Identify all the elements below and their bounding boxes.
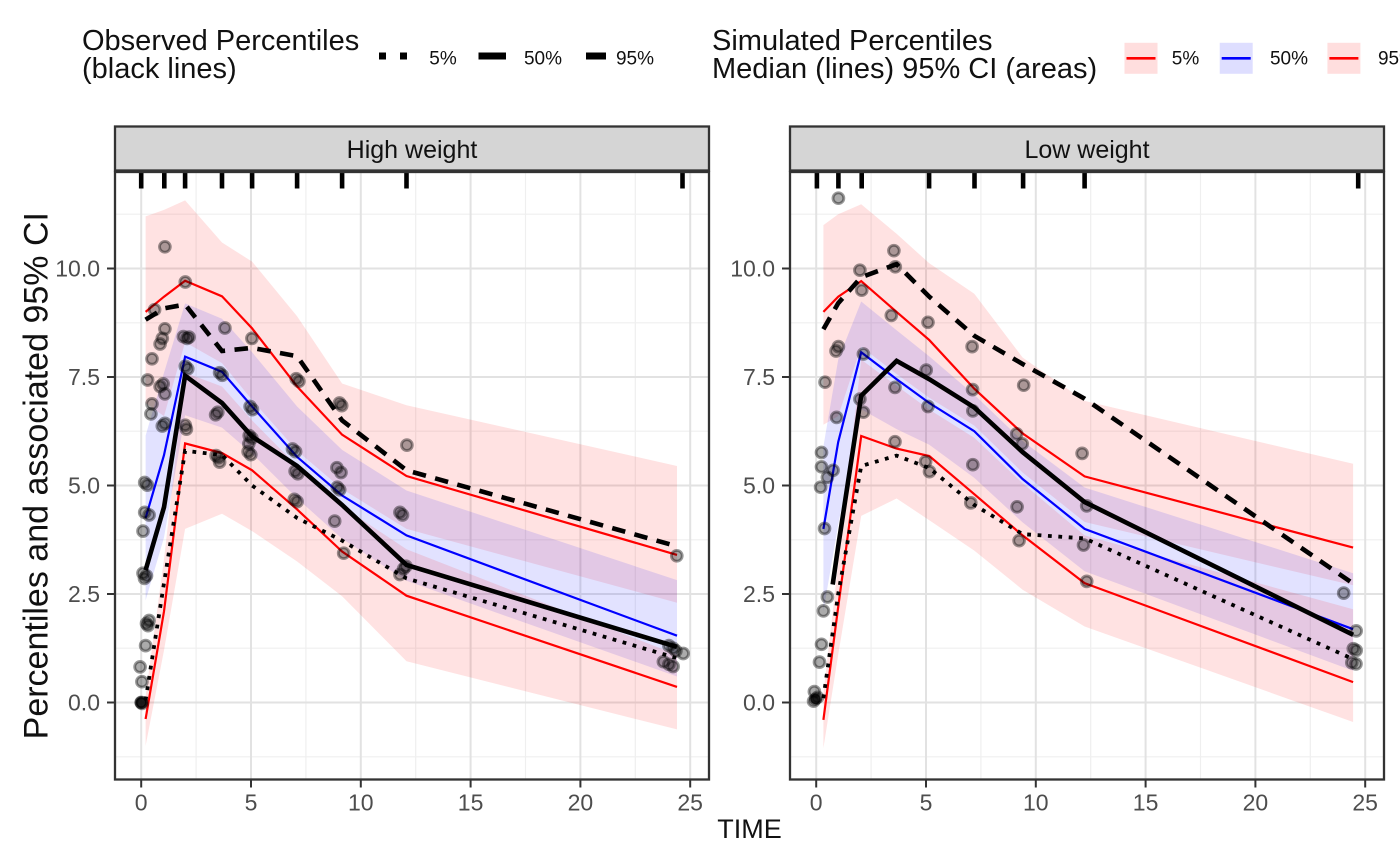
svg-text:5.0: 5.0 [743,473,775,499]
svg-text:10.0: 10.0 [730,256,775,282]
svg-text:0: 0 [810,790,823,816]
svg-text:15: 15 [1133,790,1159,816]
svg-text:5.0: 5.0 [68,473,100,499]
svg-text:0.0: 0.0 [743,690,775,716]
svg-text:(black lines): (black lines) [82,53,237,85]
svg-text:10: 10 [1023,790,1049,816]
svg-text:20: 20 [1243,790,1269,816]
svg-text:Percentiles and associated 95%: Percentiles and associated 95% CI [18,212,56,739]
svg-text:2.5: 2.5 [68,581,100,607]
svg-text:Low weight: Low weight [1024,136,1149,164]
svg-text:5%: 5% [1172,49,1200,70]
svg-text:25: 25 [1352,790,1378,816]
svg-text:95%: 95% [616,49,654,70]
svg-text:5: 5 [245,790,258,816]
svg-text:Simulated Percentiles: Simulated Percentiles [712,25,992,57]
svg-text:2.5: 2.5 [743,581,775,607]
svg-text:5: 5 [920,790,933,816]
svg-text:7.5: 7.5 [743,364,775,390]
svg-text:TIME: TIME [717,814,782,844]
svg-text:0.0: 0.0 [68,690,100,716]
svg-text:7.5: 7.5 [68,364,100,390]
svg-text:50%: 50% [1270,49,1308,70]
svg-text:20: 20 [568,790,594,816]
svg-text:Median (lines) 95% CI (areas): Median (lines) 95% CI (areas) [712,53,1097,85]
svg-text:15: 15 [458,790,484,816]
svg-text:95%: 95% [1378,49,1400,70]
svg-text:10.0: 10.0 [55,256,100,282]
svg-text:High weight: High weight [347,136,478,164]
svg-text:50%: 50% [524,49,562,70]
svg-text:10: 10 [348,790,374,816]
svg-text:Observed Percentiles: Observed Percentiles [82,25,359,57]
svg-text:25: 25 [677,790,703,816]
svg-text:5%: 5% [429,49,457,70]
svg-text:0: 0 [135,790,148,816]
